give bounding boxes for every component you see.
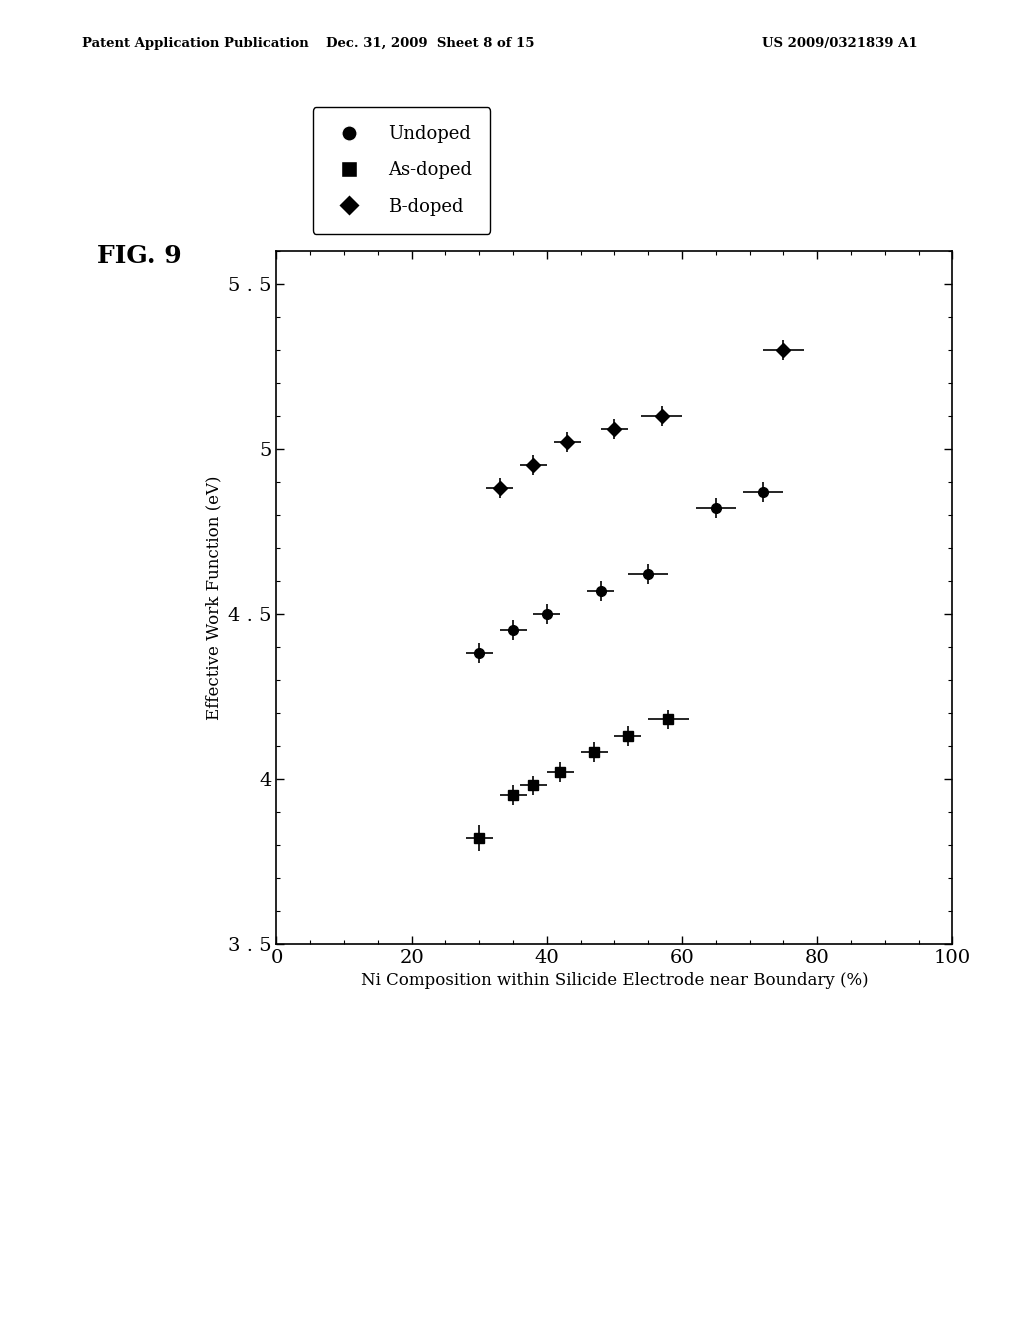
Legend: Undoped, As-doped, B-doped: Undoped, As-doped, B-doped xyxy=(312,107,490,234)
Text: Dec. 31, 2009  Sheet 8 of 15: Dec. 31, 2009 Sheet 8 of 15 xyxy=(326,37,535,50)
Y-axis label: Effective Work Function (eV): Effective Work Function (eV) xyxy=(206,475,222,719)
Text: FIG. 9: FIG. 9 xyxy=(97,244,182,268)
X-axis label: Ni Composition within Silicide Electrode near Boundary (%): Ni Composition within Silicide Electrode… xyxy=(360,973,868,989)
Text: Patent Application Publication: Patent Application Publication xyxy=(82,37,308,50)
Text: US 2009/0321839 A1: US 2009/0321839 A1 xyxy=(762,37,918,50)
